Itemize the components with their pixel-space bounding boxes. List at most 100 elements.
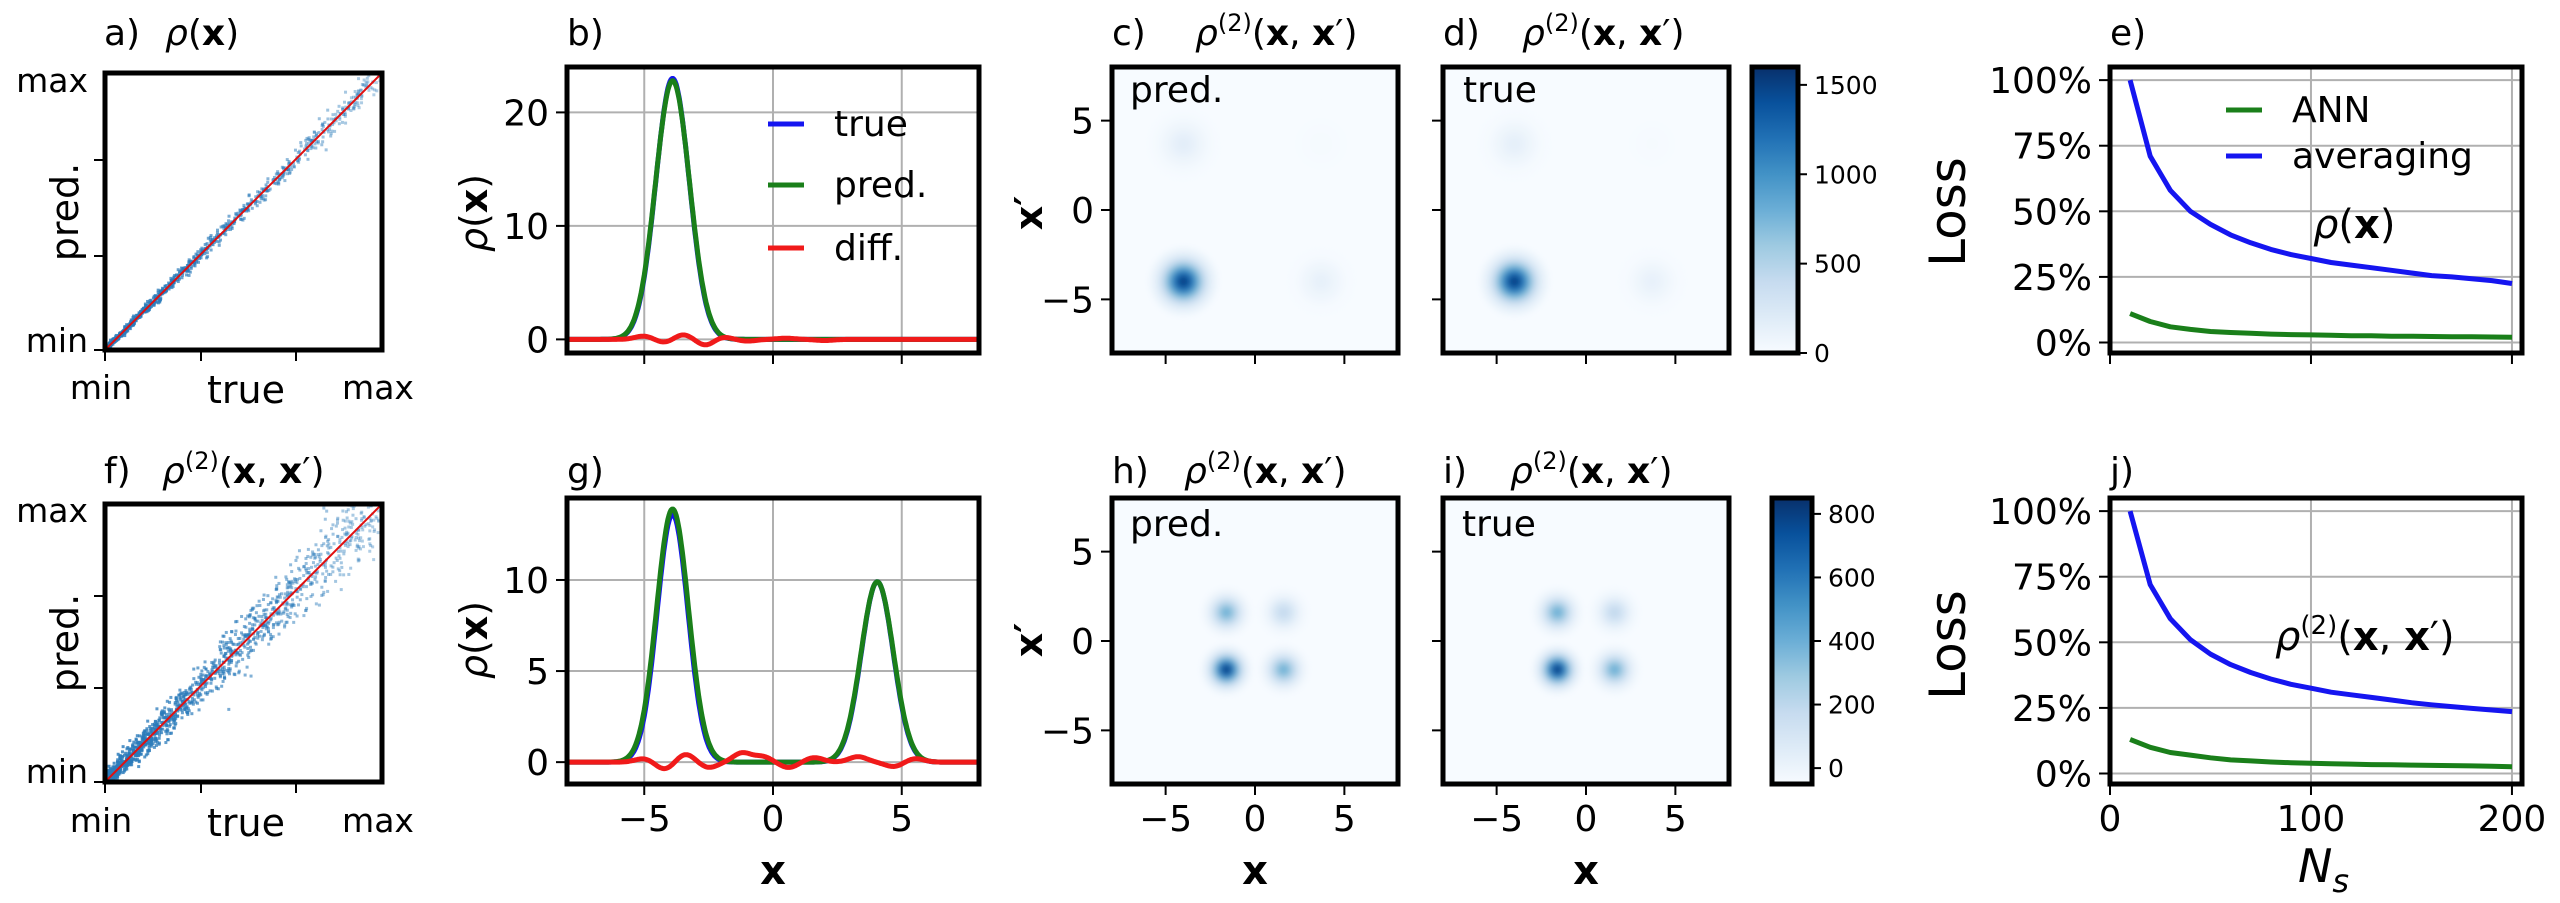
scatter-point [284,575,288,579]
scatter-point [285,586,289,590]
scatter-point [313,577,317,581]
scatter-point [215,231,219,235]
heatmap-blob [1224,610,1229,615]
scatter-point [190,700,194,704]
scatter-point [357,528,361,532]
scatter-point [356,103,360,107]
scatter-point [357,106,361,110]
scatter-point [292,620,296,624]
panel-d-ticks [1432,119,1677,364]
scatter-point [330,527,334,531]
scatter-point [199,677,203,681]
colorbar-bottom-gradient [1769,495,1815,787]
scatter-point [352,95,356,99]
scatter-point [321,135,325,139]
panel-a-label: a) [104,13,140,54]
scatter-point [248,613,252,617]
panel-i-title: ρ(2)(x, x′) [1510,447,1672,492]
scatter-point [187,258,191,262]
heatmap-blob [1281,610,1286,615]
panel-d-inset-label: true [1463,70,1537,111]
scatter-point [150,727,154,731]
scatter-point [315,140,319,144]
scatter-point [234,629,238,633]
scatter-point [327,130,331,134]
scatter-point [366,505,370,509]
scatter-point [264,198,268,202]
scatter-point [254,619,258,623]
scatter-point [323,565,327,569]
scatter-point [374,515,378,519]
scatter-point [172,715,176,719]
scatter-point [291,603,295,607]
scatter-point [228,228,232,232]
series-line-averaging [2127,79,2513,286]
colorbar-tick-label: 1500 [1814,71,1878,100]
scatter-point [348,539,352,543]
panel-j-grid [2109,498,2522,784]
scatter-point [265,625,269,629]
scatter-point [306,157,310,161]
scatter-point [267,630,271,634]
scatter-point [200,669,204,673]
scatter-point [122,332,126,336]
scatter-point [316,141,320,145]
scatter-point [201,673,205,677]
scatter-point [205,242,209,246]
scatter-point [357,558,361,562]
scatter-point [304,585,308,589]
scatter-point [206,691,210,695]
scatter-point [283,179,287,183]
scatter-point [155,730,159,734]
scatter-point [376,509,380,513]
scatter-point [284,606,288,610]
panel-a-ytick-max: max [16,61,88,100]
scatter-point [368,542,372,546]
scatter-point [360,101,364,105]
scatter-point [371,545,375,549]
scatter-point [372,518,376,522]
scatter-point [272,623,276,627]
scatter-point [125,328,129,332]
scatter-point [308,138,312,142]
scatter-point [343,110,347,114]
scatter-point [299,144,303,148]
scatter-point [213,658,217,662]
scatter-point [339,549,343,553]
panel-i-inset-label: true [1462,504,1536,545]
scatter-point [141,739,145,743]
scatter-point [365,82,369,86]
scatter-point [227,707,231,711]
scatter-point [267,620,271,624]
scatter-point [271,635,275,639]
scatter-point [264,194,268,198]
scatter-point [236,211,240,215]
scatter-point [314,602,318,606]
scatter-point [278,178,282,182]
scatter-point [248,629,252,633]
scatter-point [192,698,196,702]
scatter-point [311,139,315,143]
scatter-point [311,593,315,597]
scatter-point [285,603,289,607]
scatter-point [160,713,164,717]
scatter-point [176,714,180,718]
scatter-point [297,566,301,570]
scatter-point [280,165,284,169]
scatter-point [319,552,323,556]
scatter-point [265,620,269,624]
scatter-point [197,675,201,679]
scatter-point [232,222,236,226]
scatter-point [334,556,338,560]
ytick-label: 0% [2035,324,2092,365]
scatter-point [309,147,313,151]
scatter-point [246,646,250,650]
scatter-point [344,510,348,514]
scatter-point [371,87,375,91]
scatter-point [323,563,327,567]
scatter-point [203,660,207,664]
scatter-point [154,299,158,303]
scatter-point [165,732,169,736]
scatter-point [148,736,152,740]
scatter-point [367,88,371,92]
